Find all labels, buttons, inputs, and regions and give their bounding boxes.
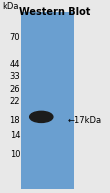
Text: 18: 18 — [10, 116, 20, 125]
Text: 14: 14 — [10, 131, 20, 140]
Text: 22: 22 — [10, 97, 20, 106]
Text: 44: 44 — [10, 60, 20, 69]
Text: 70: 70 — [10, 33, 20, 42]
Text: 26: 26 — [10, 85, 20, 94]
Ellipse shape — [30, 111, 53, 122]
Text: 33: 33 — [9, 72, 20, 81]
Text: 10: 10 — [10, 150, 20, 159]
Text: Western Blot: Western Blot — [19, 7, 91, 17]
Bar — [21, 12, 74, 189]
Text: kDa: kDa — [2, 2, 19, 11]
Text: ←17kDa: ←17kDa — [68, 116, 102, 125]
